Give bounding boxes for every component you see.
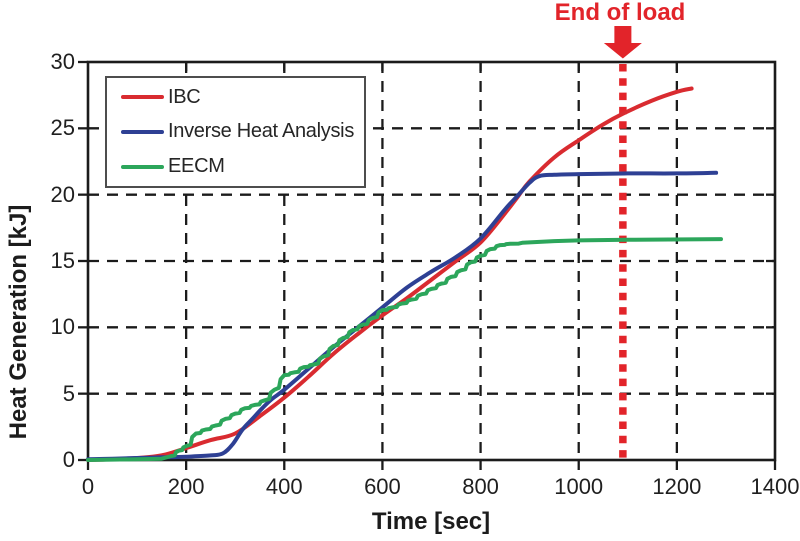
x-tick-label-1000: 1000 xyxy=(554,474,604,499)
legend-label-eecm: EECM xyxy=(168,155,225,178)
end-of-load-label: End of load xyxy=(554,0,686,26)
legend-entry-inverse-heat-analysis: Inverse Heat Analysis xyxy=(107,120,364,143)
legend-label-inverse-heat-analysis: Inverse Heat Analysis xyxy=(168,120,355,143)
series-line-inverse-heat-analysis xyxy=(86,170,719,462)
legend-line-sample-ibc xyxy=(121,95,164,100)
legend: IBC Inverse Heat Analysis EECM xyxy=(105,76,366,188)
series-line-ibc xyxy=(86,86,694,462)
x-tick-label-600: 600 xyxy=(364,474,401,499)
y-tick-label-0: 0 xyxy=(62,447,75,472)
x-tick-label-400: 400 xyxy=(265,474,303,499)
y-tick-label-20: 20 xyxy=(50,181,75,207)
y-tick-label-25: 25 xyxy=(50,115,75,141)
x-tick-label-0: 0 xyxy=(81,474,95,499)
end-of-load-arrow-icon xyxy=(603,26,642,59)
legend-entry-eecm: EECM xyxy=(107,155,364,178)
y-tick-label-10: 10 xyxy=(50,314,75,340)
series-line-eecm xyxy=(86,237,723,462)
legend-line-sample-inverse-heat-analysis xyxy=(121,129,164,134)
y-tick-label-30: 30 xyxy=(50,49,75,74)
y-tick-label-15: 15 xyxy=(50,248,75,273)
legend-label-ibc: IBC xyxy=(168,85,201,108)
x-tick-label-800: 800 xyxy=(462,474,499,499)
legend-line-sample-eecm xyxy=(121,164,164,169)
x-tick-label-1200: 1200 xyxy=(652,474,702,499)
x-axis-title: Time [sec] xyxy=(371,508,491,535)
x-tick-label-1400: 1400 xyxy=(750,474,800,499)
legend-entry-ibc: IBC xyxy=(107,86,364,109)
y-tick-label-5: 5 xyxy=(62,380,75,406)
x-tick-label-200: 200 xyxy=(167,474,205,499)
